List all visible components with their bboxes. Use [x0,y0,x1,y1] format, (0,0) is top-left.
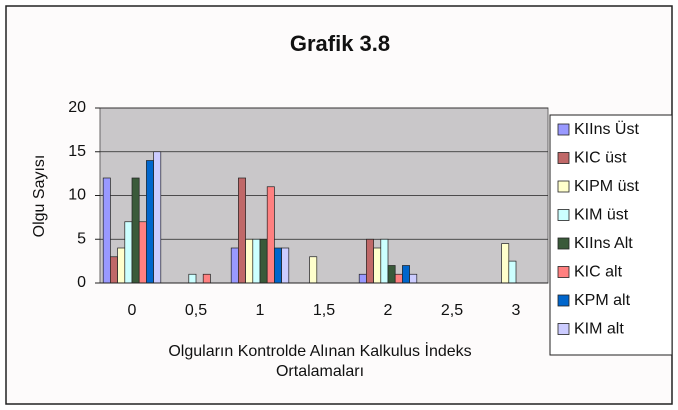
legend-label: KPM alt [574,292,631,309]
bar [409,273,418,284]
legend-swatch [557,209,570,221]
legend-swatch [557,237,570,250]
bar [131,177,140,284]
x-tick-label: 3 [512,302,521,319]
bar [202,273,211,284]
bar [402,265,410,284]
x-tick-label: 2,5 [441,302,463,319]
bar [281,247,290,284]
bar [238,177,246,284]
bar [188,273,197,284]
y-tick-label: 5 [77,230,86,247]
legend-label: KIIns Alt [574,235,633,252]
y-tick-label: 0 [77,274,86,291]
bar [138,221,147,284]
bar [394,273,403,284]
x-tick-label: 0,5 [185,302,207,319]
x-tick-label: 1,5 [313,302,335,319]
bar [146,160,154,284]
legend-swatch [557,266,570,278]
bar [245,238,254,284]
legend-label: KIIns Üst [574,120,639,138]
bar [373,247,382,284]
legend-label: KIC üst [574,150,627,167]
bar [309,256,318,284]
y-tick-label: 15 [68,143,86,160]
legend-label: KIPM üst [574,178,639,195]
x-tick-label: 1 [256,302,265,319]
y-tick-label: 10 [68,187,86,204]
bar [366,238,374,284]
bar [387,265,396,284]
legend-label: KIM alt [574,321,624,338]
bar [501,243,510,284]
x-axis-label: Olguların Kontrolde Alınan Kalkulus İnde… [168,341,471,360]
chart-title: Grafik 3.8 [290,31,390,56]
y-tick-label: 20 [68,99,86,116]
bar [274,247,282,284]
bar [124,221,133,284]
bar [153,151,162,284]
bar [230,247,239,284]
bar [252,238,261,284]
bar [102,177,111,284]
legend-swatch [557,152,570,164]
bar [259,238,268,284]
x-tick-label: 0 [128,302,137,319]
legend-swatch [557,180,570,193]
bar [110,256,118,284]
legend-label: KIC alt [574,264,623,281]
x-tick-label: 2 [384,302,393,319]
legend-swatch [557,294,570,307]
legend-swatch [557,123,570,136]
bar [380,238,389,284]
bar [266,186,275,284]
bar [508,260,517,284]
bar [117,247,126,284]
bar [358,273,367,284]
legend-box [549,114,673,356]
legend-label: KIM üst [574,207,629,224]
x-axis-label: Ortalamaları [276,363,364,380]
y-axis-label: Olgu Sayısı [31,155,48,238]
legend-swatch [557,323,570,335]
